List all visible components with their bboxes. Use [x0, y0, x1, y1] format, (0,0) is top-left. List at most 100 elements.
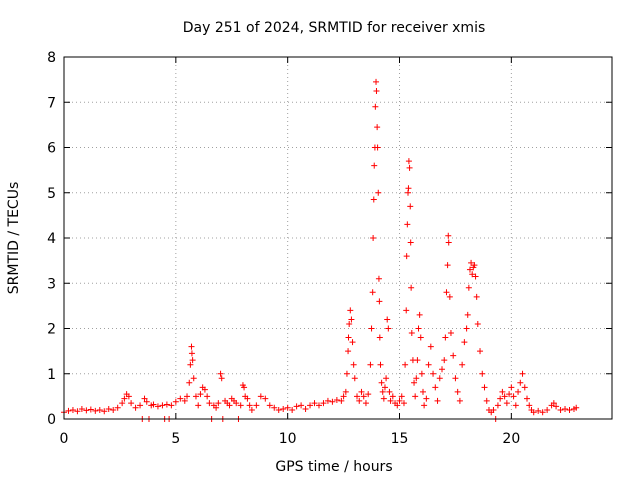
- data-point: [365, 391, 372, 398]
- data-point: [381, 384, 388, 391]
- data-point: [284, 404, 291, 411]
- y-tick-label: 4: [47, 231, 56, 247]
- data-point: [137, 402, 144, 409]
- x-tick-label: 5: [171, 431, 180, 447]
- data-point: [376, 298, 383, 305]
- data-point: [119, 400, 126, 407]
- data-point: [404, 221, 411, 228]
- data-point: [83, 407, 90, 414]
- y-tick-label: 6: [47, 141, 56, 157]
- data-point: [172, 398, 179, 405]
- data-point: [387, 397, 394, 404]
- data-point: [434, 397, 441, 404]
- data-point: [446, 293, 453, 300]
- data-point: [425, 361, 432, 368]
- data-point: [524, 395, 531, 402]
- data-point: [456, 397, 463, 404]
- data-point: [69, 406, 76, 413]
- data-point: [407, 239, 414, 246]
- data-point: [430, 370, 437, 377]
- data-point: [439, 366, 446, 373]
- data-point: [461, 339, 468, 346]
- data-point: [394, 402, 401, 409]
- data-point: [184, 393, 191, 400]
- y-tick-label: 3: [47, 276, 56, 292]
- data-point: [217, 370, 224, 377]
- x-tick-label: 10: [279, 431, 297, 447]
- x-tick-label: 15: [391, 431, 409, 447]
- data-point: [293, 403, 300, 410]
- data-point: [343, 370, 350, 377]
- data-point: [360, 393, 367, 400]
- data-point: [375, 189, 382, 196]
- data-point: [550, 400, 557, 407]
- data-point: [508, 384, 515, 391]
- y-tick-label: 5: [47, 186, 56, 202]
- data-point: [459, 361, 466, 368]
- data-point: [192, 393, 199, 400]
- data-point: [333, 396, 340, 403]
- data-point: [356, 397, 363, 404]
- data-point: [472, 273, 479, 280]
- data-point: [345, 334, 352, 341]
- data-point: [190, 375, 197, 382]
- data-point: [415, 325, 422, 332]
- data-point: [262, 395, 269, 402]
- data-point: [244, 395, 251, 402]
- data-point: [237, 402, 244, 409]
- data-point: [408, 284, 415, 291]
- data-point: [436, 375, 443, 382]
- data-point: [345, 348, 352, 355]
- y-tick-label: 2: [47, 322, 56, 338]
- data-point: [412, 393, 419, 400]
- data-point: [474, 320, 481, 327]
- data-point: [346, 320, 353, 327]
- data-point: [342, 388, 349, 395]
- data-point: [266, 402, 273, 409]
- data-point: [481, 384, 488, 391]
- data-point: [521, 384, 528, 391]
- data-point: [405, 158, 412, 165]
- data-point: [515, 388, 522, 395]
- data-point: [362, 400, 369, 407]
- data-point: [177, 395, 184, 402]
- data-point: [307, 402, 314, 409]
- data-point: [490, 406, 497, 413]
- data-point: [213, 404, 220, 411]
- data-point: [444, 262, 451, 269]
- data-point: [215, 400, 222, 407]
- y-tick-label: 1: [47, 367, 56, 383]
- data-point: [329, 398, 336, 405]
- data-point: [114, 404, 121, 411]
- data-point: [421, 402, 428, 409]
- data-point: [298, 402, 305, 409]
- data-point: [141, 395, 148, 402]
- data-point: [473, 293, 480, 300]
- y-tick-label: 7: [47, 95, 56, 111]
- data-point: [253, 402, 260, 409]
- data-point: [125, 393, 132, 400]
- data-point: [233, 400, 240, 407]
- data-point: [121, 395, 128, 402]
- data-point: [379, 388, 386, 395]
- data-point: [347, 307, 354, 314]
- data-point: [351, 375, 358, 382]
- x-axis-label: GPS time / hours: [275, 459, 392, 475]
- data-point: [519, 370, 526, 377]
- data-point: [275, 406, 282, 413]
- data-point: [469, 271, 476, 278]
- data-point: [501, 393, 508, 400]
- data-point: [150, 401, 157, 408]
- data-point: [197, 391, 204, 398]
- data-point: [338, 397, 345, 404]
- data-point: [92, 407, 99, 414]
- data-point: [315, 402, 322, 409]
- data-point: [105, 406, 112, 413]
- data-point: [414, 357, 421, 364]
- data-point: [271, 404, 278, 411]
- data-point: [380, 395, 387, 402]
- data-point: [544, 406, 551, 413]
- data-point: [372, 103, 379, 110]
- data-point: [557, 406, 564, 413]
